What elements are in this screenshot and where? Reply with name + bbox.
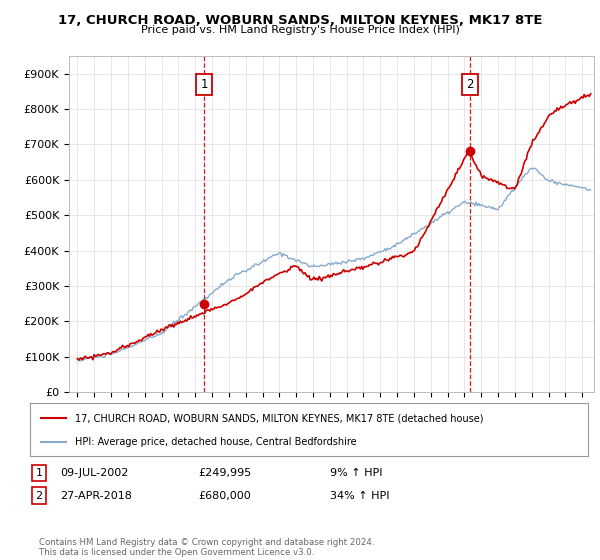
Text: 09-JUL-2002: 09-JUL-2002 [60,468,128,478]
Text: Contains HM Land Registry data © Crown copyright and database right 2024.
This d: Contains HM Land Registry data © Crown c… [39,538,374,557]
Text: Price paid vs. HM Land Registry's House Price Index (HPI): Price paid vs. HM Land Registry's House … [140,25,460,35]
Text: £249,995: £249,995 [198,468,251,478]
Text: 27-APR-2018: 27-APR-2018 [60,491,132,501]
Text: 2: 2 [35,491,43,501]
Text: 1: 1 [35,468,43,478]
Text: 9% ↑ HPI: 9% ↑ HPI [330,468,383,478]
Text: 17, CHURCH ROAD, WOBURN SANDS, MILTON KEYNES, MK17 8TE: 17, CHURCH ROAD, WOBURN SANDS, MILTON KE… [58,14,542,27]
Text: 2: 2 [466,78,473,91]
Text: 17, CHURCH ROAD, WOBURN SANDS, MILTON KEYNES, MK17 8TE (detached house): 17, CHURCH ROAD, WOBURN SANDS, MILTON KE… [74,413,483,423]
Text: 1: 1 [200,78,208,91]
Text: £680,000: £680,000 [198,491,251,501]
Text: HPI: Average price, detached house, Central Bedfordshire: HPI: Average price, detached house, Cent… [74,436,356,446]
Text: 34% ↑ HPI: 34% ↑ HPI [330,491,389,501]
